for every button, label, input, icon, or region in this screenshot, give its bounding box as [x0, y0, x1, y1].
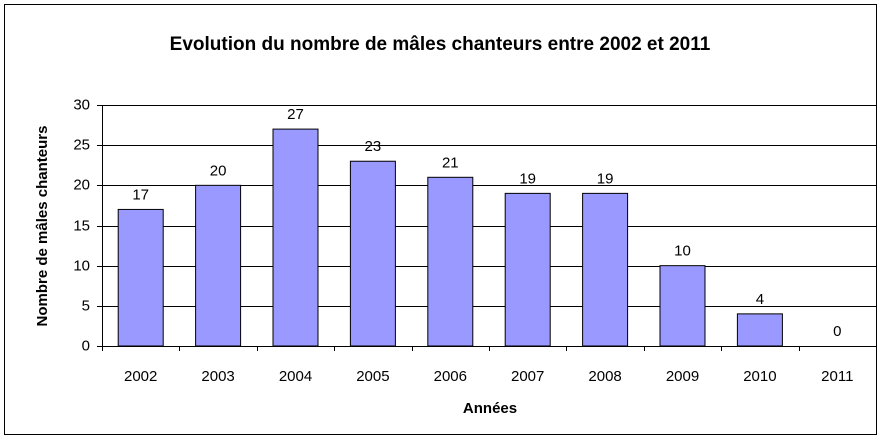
- bar: [736, 313, 783, 347]
- data-label: 10: [674, 243, 691, 260]
- x-tick-label: 2003: [201, 368, 234, 385]
- y-tick-label: 0: [82, 337, 90, 354]
- y-tick-label: 30: [73, 96, 90, 113]
- y-tick-label: 20: [73, 176, 90, 193]
- bar: [195, 184, 242, 347]
- y-axis-title: Nombre de mâles chanteurs: [34, 126, 51, 327]
- bar: [504, 192, 551, 347]
- data-label: 21: [442, 154, 459, 171]
- bar: [272, 128, 319, 347]
- x-tick-label: 2007: [511, 368, 544, 385]
- bar: [117, 208, 164, 347]
- y-tick-label: 10: [73, 257, 90, 274]
- bar: [349, 160, 396, 347]
- x-tick-label: 2005: [356, 368, 389, 385]
- y-tick-label: 15: [73, 217, 90, 234]
- y-tick-label: 25: [73, 136, 90, 153]
- data-label: 23: [365, 138, 382, 155]
- x-tick-label: 2010: [743, 368, 776, 385]
- data-label: 27: [287, 106, 304, 123]
- x-tick-label: 2002: [124, 368, 157, 385]
- x-tick-label: 2004: [279, 368, 312, 385]
- x-tick-label: 2006: [434, 368, 467, 385]
- x-tick-label: 2009: [666, 368, 699, 385]
- x-tick-label: 2008: [588, 368, 621, 385]
- data-label: 19: [597, 170, 614, 187]
- data-label: 17: [132, 186, 149, 203]
- chart-title: Evolution du nombre de mâles chanteurs e…: [170, 34, 711, 55]
- data-label: 0: [833, 323, 841, 340]
- y-tick-label: 5: [82, 297, 90, 314]
- x-tick-label: 2011: [821, 368, 853, 385]
- x-axis-title: Années: [463, 400, 517, 417]
- data-label: 20: [210, 162, 227, 179]
- data-label: 19: [519, 170, 536, 187]
- bar: [659, 265, 706, 347]
- data-label: 4: [756, 291, 764, 308]
- bar: [427, 176, 474, 347]
- bar: [582, 192, 629, 347]
